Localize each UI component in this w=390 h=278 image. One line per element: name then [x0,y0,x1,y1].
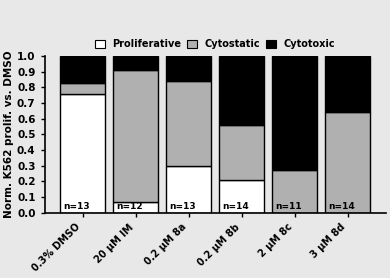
Bar [166,81,211,166]
Bar [166,56,211,81]
Bar [60,83,105,93]
Bar [113,56,158,70]
Bar [325,112,370,213]
Bar [113,70,158,202]
Bar [166,166,211,213]
Bar [113,202,158,213]
Legend: Proliferative, Cytostatic, Cytotoxic: Proliferative, Cytostatic, Cytotoxic [91,36,339,53]
Text: n=12: n=12 [116,202,142,210]
Bar [272,170,317,213]
Bar [325,56,370,112]
Text: n=13: n=13 [63,202,89,210]
Bar [272,56,317,170]
Bar [219,125,264,180]
Text: n=14: n=14 [222,202,248,210]
Y-axis label: Norm. K562 prolif. vs. DMSO: Norm. K562 prolif. vs. DMSO [4,51,14,218]
Text: n=14: n=14 [328,202,355,210]
Text: n=13: n=13 [169,202,195,210]
Bar [60,93,105,213]
Bar [219,180,264,213]
Text: n=11: n=11 [275,202,301,210]
Bar [60,56,105,83]
Bar [219,56,264,125]
